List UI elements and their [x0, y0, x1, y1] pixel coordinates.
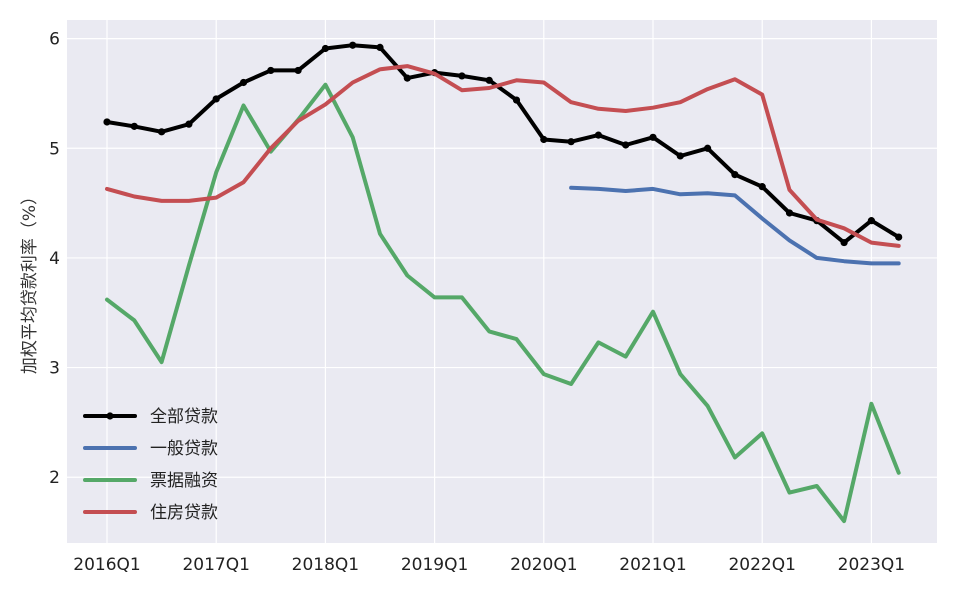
plot-background [67, 20, 937, 543]
series-marker-0 [103, 118, 111, 126]
y-axis-label: 加权平均贷款利率（%） [20, 188, 40, 374]
legend-label-0: 全部贷款 [150, 407, 218, 427]
y-tick-label: 5 [49, 139, 60, 159]
series-line-0 [105, 43, 901, 245]
series-marker-0 [540, 135, 548, 144]
x-tick-label: 2016Q1 [73, 555, 140, 575]
series-marker-0 [294, 66, 302, 75]
series-marker-0 [267, 66, 275, 75]
series-marker-0 [512, 96, 521, 104]
series-marker-0 [130, 122, 138, 130]
series-marker-0 [649, 133, 657, 141]
series-marker-0 [376, 43, 384, 52]
series-marker-0 [212, 95, 220, 103]
series-marker-0 [158, 128, 166, 136]
x-tick-label: 2018Q1 [292, 555, 359, 575]
series-marker-0 [239, 78, 248, 87]
series-marker-0 [594, 131, 603, 139]
series-marker-0 [321, 44, 329, 53]
x-tick-label: 2019Q1 [401, 555, 468, 575]
x-tick-label: 2023Q1 [838, 555, 905, 575]
series-line-2 [105, 82, 901, 524]
series-line-1 [569, 185, 901, 266]
series-marker-0 [867, 217, 876, 225]
series-marker-0 [785, 209, 794, 217]
series-marker-0 [485, 76, 493, 84]
series-marker-0 [349, 41, 357, 49]
y-tick-label: 3 [49, 359, 60, 379]
y-tick-label: 2 [49, 468, 60, 488]
series-marker-0 [185, 120, 193, 128]
legend-label-1: 一般贷款 [150, 439, 218, 459]
legend-label-2: 票据融资 [150, 471, 218, 491]
y-tick-label: 6 [49, 30, 60, 50]
series-marker-0 [731, 170, 739, 179]
series-marker-0 [895, 233, 903, 241]
x-tick-label: 2021Q1 [619, 555, 686, 575]
x-tick-label: 2020Q1 [510, 555, 577, 575]
series-marker-0 [676, 152, 684, 160]
legend-label-3: 住房贷款 [150, 503, 218, 523]
legend-marker-0 [106, 412, 114, 420]
series-marker-0 [622, 141, 630, 149]
x-tick-label: 2017Q1 [182, 555, 249, 575]
series-marker-0 [704, 144, 712, 152]
series-marker-0 [403, 74, 411, 82]
series-lines [103, 41, 903, 524]
series-marker-0 [840, 238, 848, 247]
x-tick-label: 2022Q1 [728, 555, 795, 575]
series-marker-0 [758, 183, 766, 191]
tick-labels: 2 3 4 5 6 2016Q1 2017Q1 2018Q1 2019Q1 2020Q1 2021Q… [49, 30, 905, 575]
series-line-3 [105, 64, 901, 248]
series-marker-0 [458, 72, 466, 80]
y-tick-label: 4 [49, 249, 60, 269]
series-marker-0 [567, 138, 575, 146]
